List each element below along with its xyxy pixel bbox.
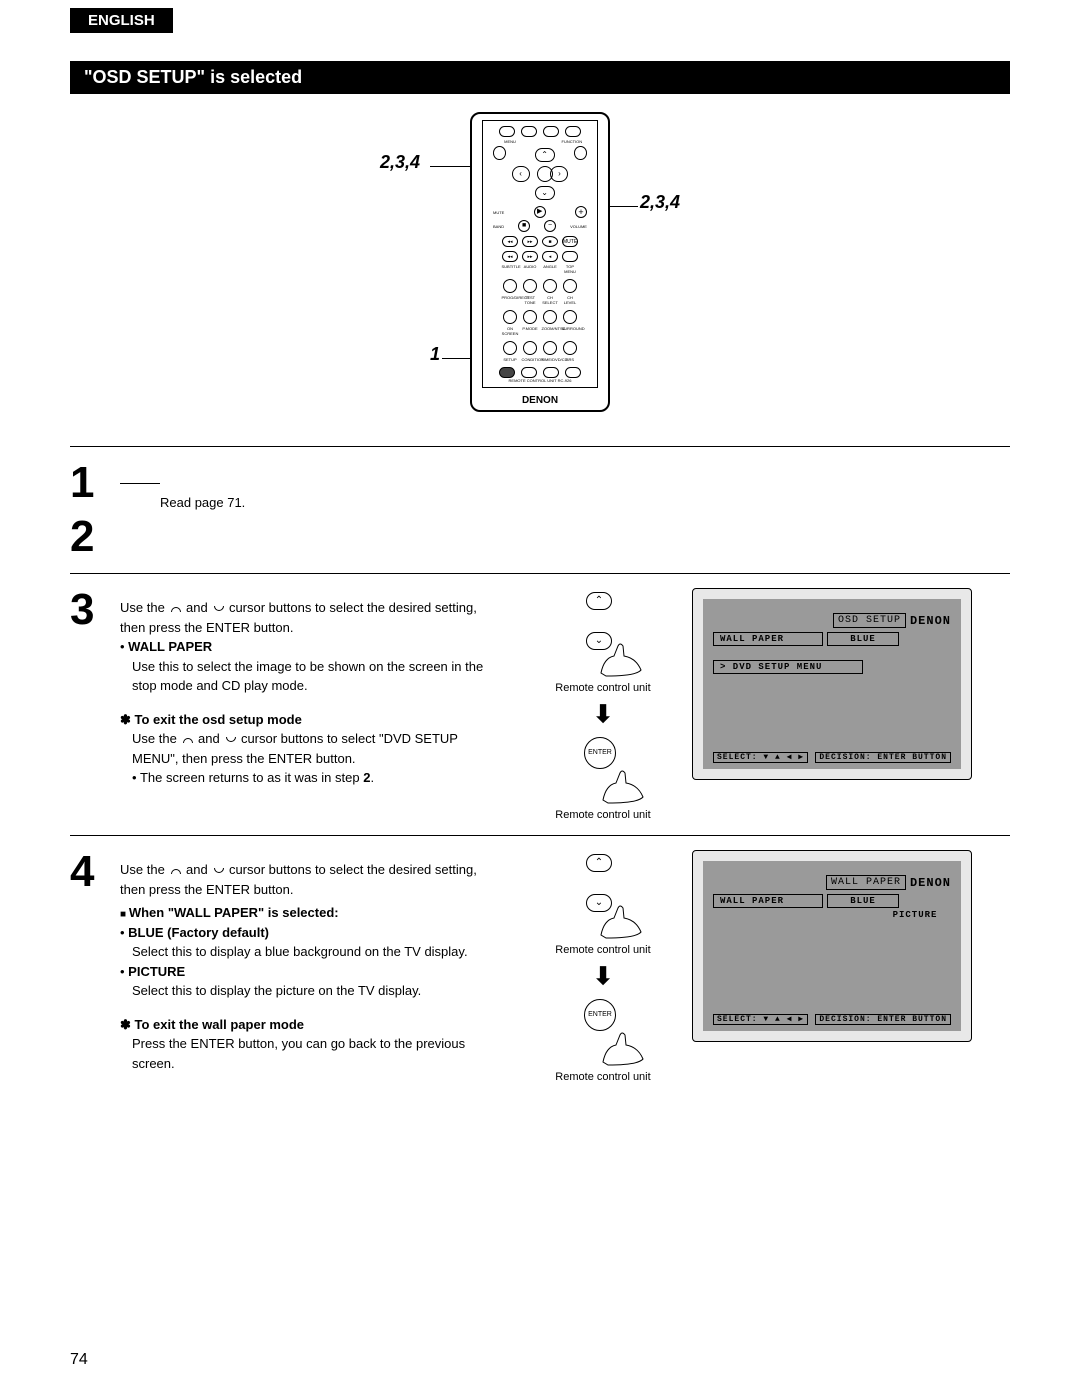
down-arrow-big-icon: ⬇ [528,962,678,991]
osd2-toplabel: WALL PAPER [826,875,906,890]
step-num-4: 4 [70,850,120,894]
callout-left: 2,3,4 [380,152,420,173]
down-arrow-icon [223,735,237,745]
label-function: FUNCTION [562,139,579,144]
remote-hand-illustration-2: ⌃ ⌄ Remote control unit ⬇ ENTER Remote c… [528,850,678,1083]
osd2-picture-value: PICTURE [879,910,951,920]
remote-hand-illustration: ⌃ ⌄ Remote control unit ⬇ ENTER Remote c… [528,588,678,821]
page-number: 74 [70,1351,88,1369]
down-arrow-icon [211,604,225,614]
rcu-model-label: REMOTE CONTROL UNIT RC-926 [483,378,597,383]
osd-screen-2: WALL PAPER DENON WALL PAPER BLUE PICTURE… [692,850,972,1042]
osd2-wallpaper-label: WALL PAPER [713,894,823,908]
down-arrow-icon [211,866,225,876]
osd1-blue-value: BLUE [827,632,899,646]
step-num-3: 3 [70,588,120,632]
down-arrow-big-icon: ⬇ [528,700,678,729]
osd1-decision: DECISION: ENTER BUTTON [815,752,951,763]
osd2-blue-value: BLUE [827,894,899,908]
step-num-1: 1 [70,461,120,505]
osd1-toplabel: OSD SETUP [833,613,906,628]
label-menu: MENU [502,139,519,144]
step4-body: Use the and cursor buttons to select the… [120,850,490,1073]
osd-brand: DENON [910,614,951,628]
osd-brand: DENON [910,876,951,890]
step12-text: Read page 71. [160,461,530,513]
language-tab: ENGLISH [70,8,173,33]
callout-right: 2,3,4 [640,192,680,213]
label-mute: MUTE [493,210,504,215]
osd2-decision: DECISION: ENTER BUTTON [815,1014,951,1025]
osd1-wallpaper-label: WALL PAPER [713,632,823,646]
osd-screen-1: OSD SETUP DENON WALL PAPER BLUE > DVD SE… [692,588,972,780]
section-title: "OSD SETUP" is selected [70,61,1010,94]
step3-body: Use the and cursor buttons to select the… [120,588,490,788]
up-arrow-icon [168,604,182,614]
remote-brand: DENON [472,395,608,406]
label-volume: VOLUME [570,224,587,229]
up-arrow-icon [180,735,194,745]
label-band: BAND [493,224,504,229]
up-arrow-icon [168,866,182,876]
callout-bottom: 1 [430,344,440,365]
osd1-menu: > DVD SETUP MENU [713,660,863,674]
step-num-2: 2 [70,515,120,559]
remote-illustration: 2,3,4 2,3,4 1 MENUFUNCTION ⌃⌄‹› MUTE ▶ [70,112,1010,432]
